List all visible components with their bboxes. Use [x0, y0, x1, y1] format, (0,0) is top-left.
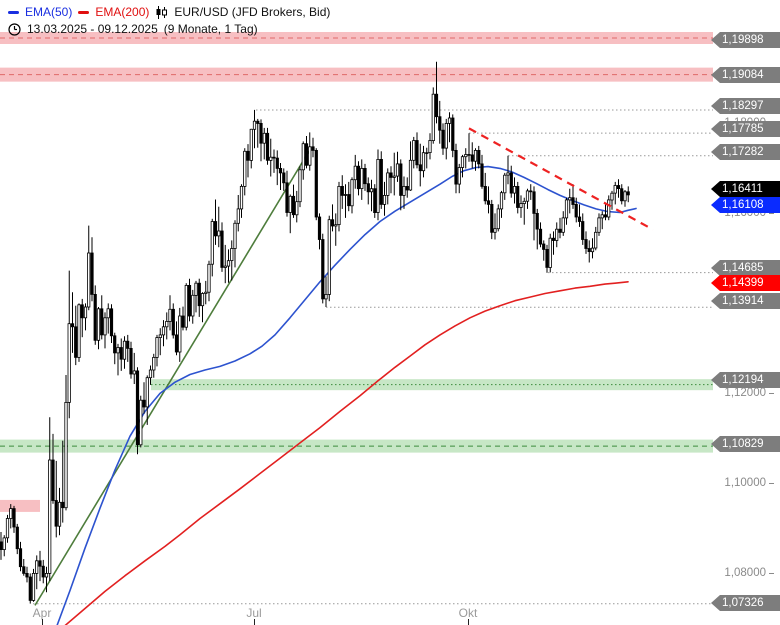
ascending-trendline — [34, 149, 311, 606]
period-label: (9 Monate, 1 Tag) — [163, 22, 258, 36]
ema200-legend-label[interactable]: EMA(200) — [95, 5, 150, 19]
month-label: Jul — [246, 606, 262, 620]
descending-dashed-trendline — [468, 127, 654, 231]
price-tag-last: 1,16411 — [711, 181, 780, 197]
symbol-title[interactable]: EUR/USD (JFD Brokers, Bid) — [174, 5, 331, 19]
price-tag-level: 1,18297 — [711, 98, 780, 114]
price-tag-level: 1,19084 — [711, 67, 780, 83]
month-label: Apr — [32, 606, 52, 620]
price-tag-level: 1,10829 — [711, 436, 780, 452]
price-tag-level: 1,14685 — [711, 260, 780, 276]
price-axis-tick: 1,12000 — [690, 386, 774, 400]
month-tick — [468, 619, 469, 625]
month-tick — [42, 619, 43, 625]
zone-band — [0, 32, 713, 44]
price-tag-ema200: 1,14399 — [711, 275, 780, 291]
zone-band — [0, 499, 40, 512]
price-tag-level: 1,17785 — [711, 121, 780, 137]
month-tick — [254, 619, 255, 625]
chart-legend: EMA(50) EMA(200) EUR/USD (JFD Brokers, B… — [8, 4, 330, 20]
ema200-line — [64, 280, 629, 625]
ema200-line-icon — [78, 10, 90, 14]
clock-icon — [8, 22, 21, 36]
ema50-legend-label[interactable]: EMA(50) — [25, 5, 73, 19]
price-tag-ema50: 1,16108 — [711, 197, 780, 213]
price-tag-level: 1,12194 — [711, 372, 780, 388]
candlestick-icon — [155, 5, 168, 19]
price-tag-level: 1,07326 — [711, 595, 780, 611]
candles-layer — [0, 61, 630, 604]
price-tag-level: 1,17282 — [711, 144, 780, 160]
price-axis-tick: 1,08000 — [690, 566, 774, 580]
date-range-label: 13.03.2025 - 09.12.2025 — [27, 22, 158, 36]
price-tag-level: 1,19898 — [711, 32, 780, 48]
zone-band — [0, 439, 713, 453]
ema50-line — [56, 165, 637, 625]
zone-band — [0, 67, 713, 82]
price-tag-level: 1,13914 — [711, 293, 780, 309]
price-axis-tick: 1,10000 — [690, 476, 774, 490]
month-label: Okt — [458, 606, 478, 620]
ema50-line-icon — [8, 10, 19, 14]
chart-date-range-row: 13.03.2025 - 09.12.2025 (9 Monate, 1 Tag… — [8, 21, 258, 37]
